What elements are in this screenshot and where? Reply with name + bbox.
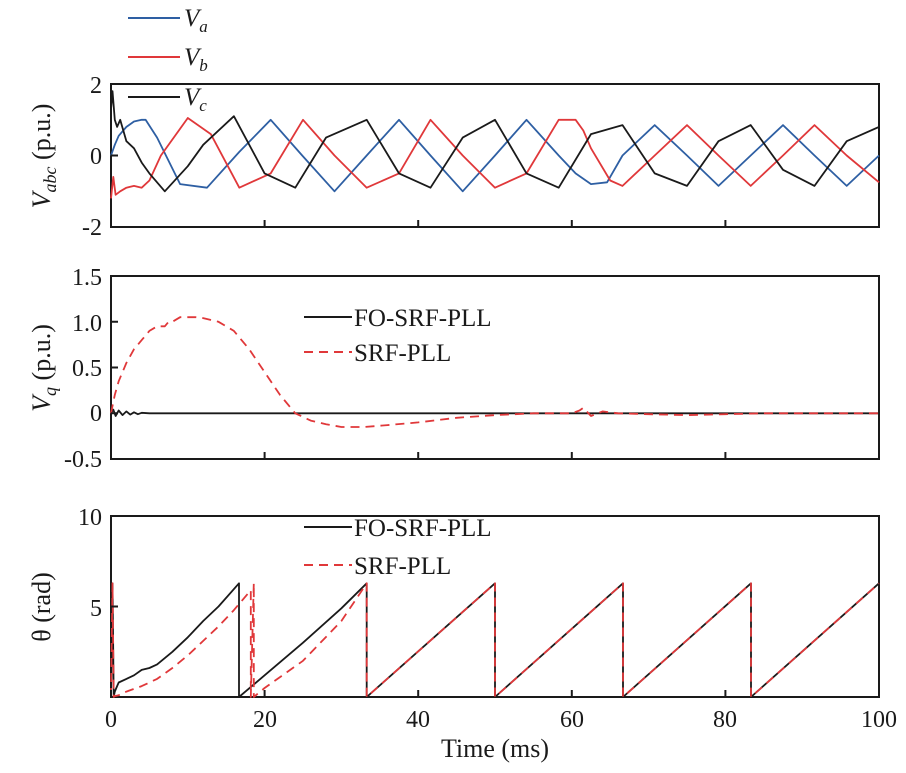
legend-label-fo-srf-pll-vq: FO-SRF-PLL: [354, 305, 492, 332]
xtick-60: 60: [560, 707, 584, 733]
ylabel-vabc-main: V: [27, 189, 56, 208]
ylabel-vabc-unit: (p.u.): [27, 104, 56, 167]
legend-vabc: Va Vb Vc: [128, 5, 208, 115]
xtick-0: 0: [105, 707, 117, 733]
series-line-v-c: [110, 90, 880, 193]
ytick-vabc-neg2: -2: [82, 215, 102, 241]
series-line-v-b: [110, 117, 880, 199]
ytick-vabc-0: 0: [90, 144, 102, 170]
ylabel-vq-main: V: [27, 393, 56, 412]
ylabel-vq-sub: q: [40, 387, 60, 396]
ytick-vq-1.5: 1.5: [72, 265, 102, 291]
ytick-vq-neg0.5: -0.5: [64, 447, 102, 473]
legend-label-fo-srf-pll-theta: FO-SRF-PLL: [354, 515, 492, 542]
series-group-vq: [110, 316, 879, 428]
ytick-vq-0: 0: [90, 401, 102, 427]
legend-theta: FO-SRF-PLL SRF-PLL: [304, 515, 492, 580]
plot-frame-vq: [110, 275, 880, 460]
legend-label-srf-pll-theta: SRF-PLL: [354, 553, 451, 580]
ylabel-vabc: Vabc (p.u.): [27, 104, 60, 209]
series-line-fo-srf-pll: [110, 408, 879, 417]
legend-label-va: Va: [184, 5, 208, 36]
ytick-vq-0.5: 0.5: [72, 356, 102, 382]
legend-label-vc: Vc: [184, 84, 207, 115]
panel-vabc: 2 0 -2 Vabc (p.u.) Va Vb Vc: [27, 5, 880, 241]
ticks-vq: [110, 275, 880, 460]
series-line-srf-pll: [110, 582, 880, 698]
legend-label-vb: Vb: [184, 44, 208, 75]
panel-theta: 10 5 θ (rad) FO-SRF-PLL SRF-PLL 0 20 40 …: [27, 505, 897, 763]
ytick-vabc-2: 2: [90, 73, 102, 99]
xlabel: Time (ms): [441, 734, 549, 763]
xtick-100: 100: [861, 707, 897, 733]
ylabel-vq: Vq (p.u.): [27, 324, 60, 412]
ticks-vabc: [110, 83, 880, 228]
xtick-20: 20: [253, 707, 277, 733]
ylabel-vabc-sub: abc: [40, 166, 60, 192]
xtick-40: 40: [406, 707, 430, 733]
series-group-theta: [110, 582, 880, 698]
ylabel-theta: θ (rad): [27, 572, 56, 641]
legend-vq: FO-SRF-PLL SRF-PLL: [304, 305, 492, 367]
legend-label-srf-pll-vq: SRF-PLL: [354, 340, 451, 367]
ticks-theta: [110, 515, 880, 697]
ytick-vq-1.0: 1.0: [72, 311, 102, 337]
series-line-srf-pll: [110, 316, 879, 428]
xtick-80: 80: [713, 707, 737, 733]
ytick-theta-10: 10: [78, 505, 102, 531]
ytick-theta-5: 5: [90, 596, 102, 622]
series-group-vabc: [110, 90, 880, 199]
series-line-v-a: [110, 118, 880, 193]
ylabel-vq-unit: (p.u.): [27, 324, 56, 387]
panel-vq: 1.5 1.0 0.5 0 -0.5 Vq (p.u.) FO-SRF-PLL …: [27, 265, 880, 473]
